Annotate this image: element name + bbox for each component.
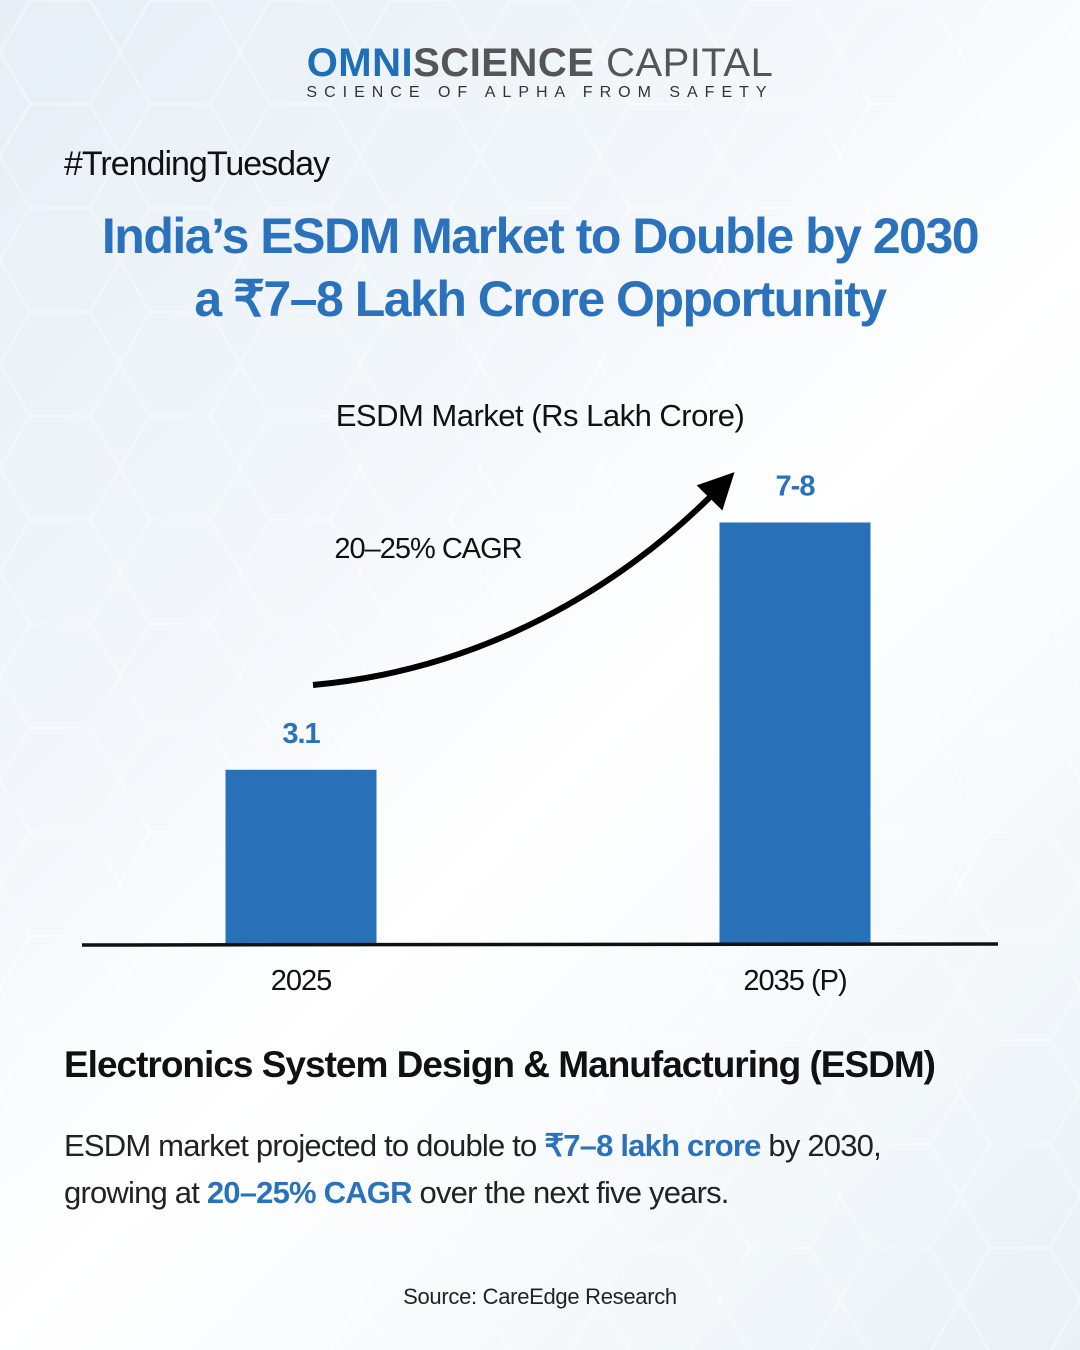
page-title: India’s ESDM Market to Double by 2030 a … (30, 205, 1050, 331)
x-tick-label: 2035 (P) (743, 965, 846, 997)
data-label: 3.1 (282, 718, 320, 750)
text: over the next five years. (411, 1175, 730, 1210)
title-line-1: India’s ESDM Market to Double by 2030 (101, 208, 980, 264)
bar-2035-p (719, 522, 871, 944)
company-logo: OMNISCIENCE CAPITAL SCIENCE OF ALPHA FRO… (0, 42, 1080, 102)
data-label: 7-8 (776, 471, 816, 503)
logo-science: SCIENCE (413, 41, 595, 85)
logo-capital: CAPITAL (606, 41, 774, 85)
text: growing at (64, 1175, 207, 1210)
highlight-cagr: 20–25% CAGR (206, 1175, 413, 1210)
description-paragraph: ESDM market projected to double to ₹7–8 … (64, 1122, 882, 1216)
text: by 2030, (760, 1128, 881, 1163)
x-tick-label: 2025 (271, 965, 332, 997)
source-note: Source: CareEdge Research (403, 1284, 677, 1309)
text: ESDM market projected to double to (64, 1128, 545, 1163)
highlight-value: ₹7–8 lakh crore (544, 1128, 761, 1163)
logo-tagline: SCIENCE OF ALPHA FROM SAFETY (306, 84, 774, 101)
title-line-2: a ₹7–8 Lakh Crore Opportunity (194, 271, 887, 327)
x-axis-line (81, 942, 999, 947)
logo-omni: OMNI (306, 41, 414, 85)
chart-title: ESDM Market (Rs Lakh Crore) (335, 398, 745, 433)
cagr-annotation: 20–25% CAGR (334, 533, 521, 565)
bar-chart: 3.1 2025 7-8 2035 (P) 20–25% CAGR (81, 471, 999, 997)
growth-arrow (312, 472, 735, 688)
hashtag: #TrendingTuesday (64, 145, 330, 183)
section-heading: Electronics System Design & Manufacturin… (64, 1044, 936, 1085)
bar-2025 (225, 769, 377, 944)
